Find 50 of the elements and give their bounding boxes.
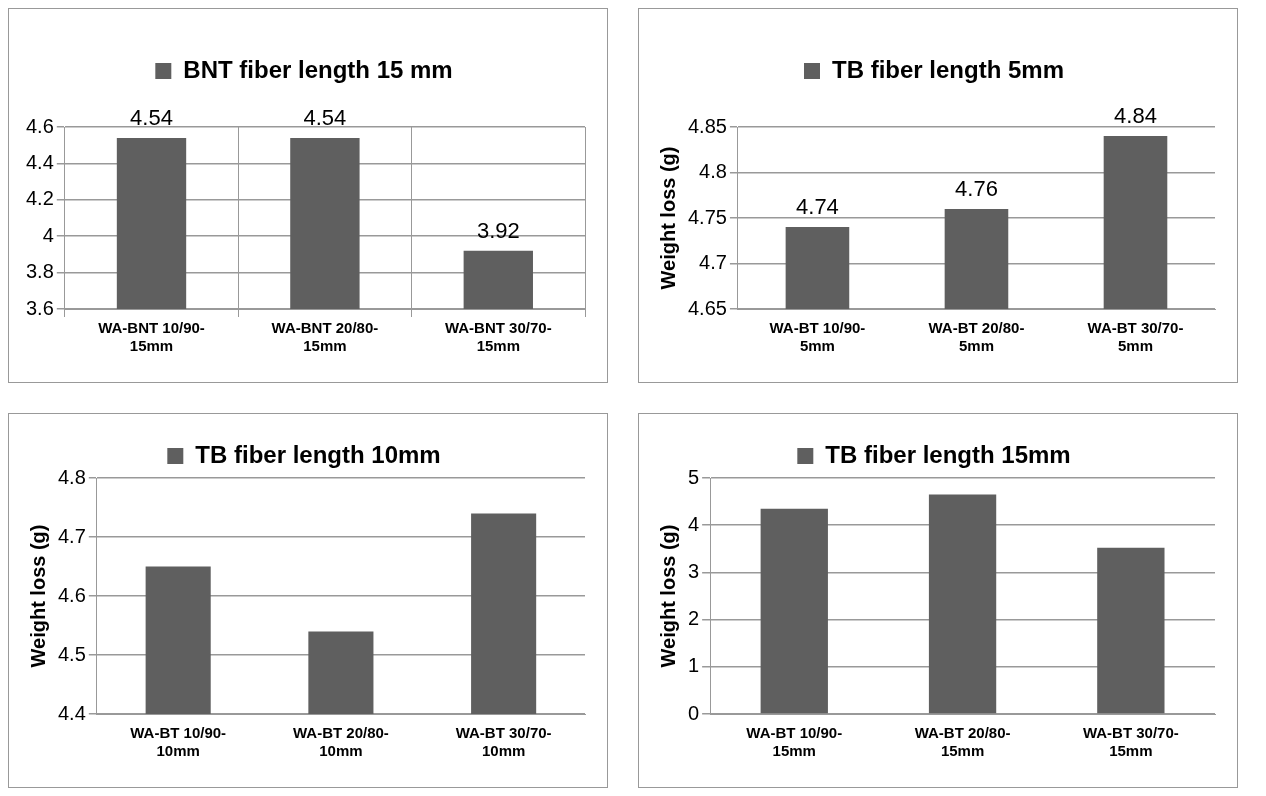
bar [760, 508, 828, 714]
y-tick-label: 4.6 [25, 114, 54, 137]
y-tick-label: 4.2 [25, 187, 54, 210]
y-tick-label: 2 [688, 607, 700, 630]
data-label: 4.76 [955, 175, 998, 201]
x-tick-label: WA-BT 20/80-10mm [292, 724, 389, 760]
y-tick-label: 4.4 [25, 150, 54, 173]
x-tick-label: WA-BT 30/70-10mm [455, 724, 552, 760]
y-tick-label: 4.7 [57, 524, 86, 547]
y-tick-label: 5 [688, 465, 700, 488]
legend-label: TB fiber length 15mm [825, 440, 1071, 468]
x-tick-label: WA-BNT 20/80-15mm [271, 319, 379, 355]
y-tick-label: 4.6 [57, 583, 86, 606]
y-tick-label: 4.65 [687, 296, 727, 319]
legend-label: BNT fiber length 15 mm [183, 55, 453, 83]
y-tick-label: 4.7 [699, 251, 727, 274]
data-label: 4.54 [303, 104, 347, 130]
data-label: 3.92 [476, 217, 520, 243]
y-axis-title: Weight loss (g) [656, 146, 679, 290]
y-tick-label: 4.5 [57, 642, 86, 665]
x-tick-label: WA-BT 30/70-5mm [1087, 319, 1184, 355]
y-tick-label: 4.4 [57, 701, 86, 724]
x-tick-label: WA-BT 10/90-10mm [130, 724, 227, 760]
x-tick-label: WA-BT 10/90-5mm [769, 319, 866, 355]
data-label: 4.54 [130, 104, 173, 130]
y-axis-title: Weight loss (g) [26, 524, 49, 668]
x-tick-label: WA-BT 20/80-15mm [914, 724, 1011, 760]
y-tick-label: 0 [688, 701, 700, 724]
x-tick-label: WA-BT 30/70-15mm [1082, 724, 1179, 760]
y-tick-label: 3 [688, 559, 700, 582]
data-label: 4.74 [796, 194, 839, 220]
x-tick-label: WA-BT 20/80-5mm [928, 319, 1025, 355]
y-tick-label: 4 [42, 223, 54, 246]
bar [1097, 547, 1165, 714]
y-tick-label: 1 [688, 654, 700, 677]
y-tick-label: 3.6 [25, 296, 54, 319]
y-tick-label: 4 [688, 512, 700, 535]
y-tick-label: 3.8 [25, 260, 54, 283]
legend-label: TB fiber length 10mm [195, 440, 441, 468]
y-tick-label: 4.8 [699, 160, 727, 183]
x-tick-label: WA-BT 10/90-15mm [746, 724, 843, 760]
legend-label: TB fiber length 5mm [831, 55, 1065, 83]
bar [928, 494, 997, 714]
y-axis-title: Weight loss (g) [656, 524, 679, 668]
x-tick-label: WA-BNT 30/70-15mm [444, 319, 552, 355]
x-tick-label: WA-BNT 10/90-15mm [98, 319, 205, 355]
y-tick-label: 4.85 [687, 114, 727, 137]
y-tick-label: 4.75 [687, 205, 727, 228]
data-label: 4.84 [1114, 103, 1157, 129]
y-tick-label: 4.8 [57, 465, 86, 488]
